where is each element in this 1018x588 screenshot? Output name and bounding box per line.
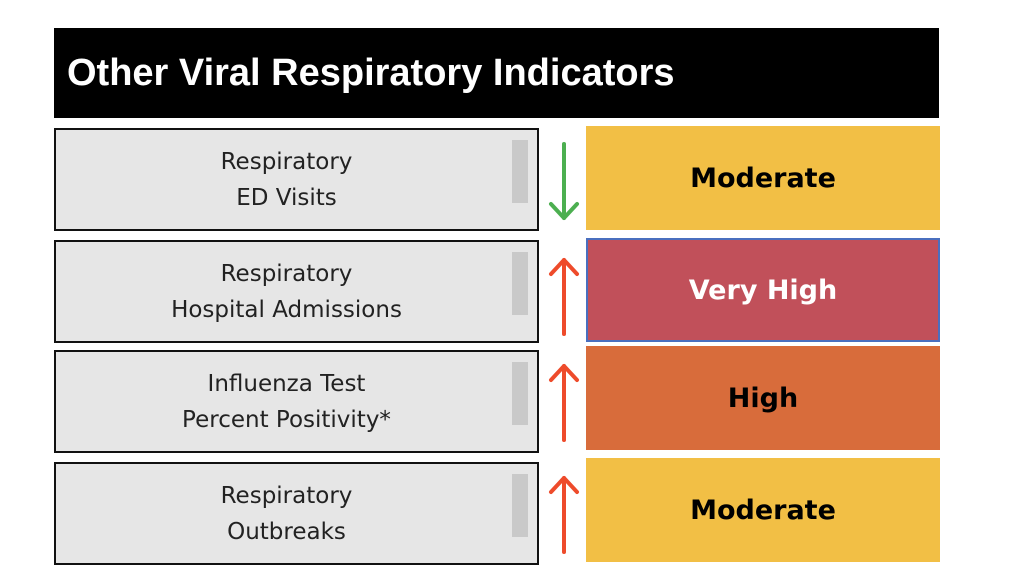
- indicator-label-outbreaks: Respiratory Outbreaks: [54, 462, 539, 565]
- page-title: Other Viral Respiratory Indicators: [54, 28, 939, 118]
- status-label: High: [727, 382, 799, 414]
- arrow-up-icon: [549, 258, 579, 336]
- scrollbar[interactable]: [512, 140, 528, 203]
- indicator-label-line2: ED Visits: [236, 184, 337, 211]
- scrollbar[interactable]: [512, 362, 528, 425]
- status-label: Moderate: [690, 494, 836, 526]
- indicator-label-ed-visits: Respiratory ED Visits: [54, 128, 539, 231]
- indicator-label-line2: Percent Positivity*: [182, 406, 391, 433]
- scrollbar[interactable]: [512, 252, 528, 315]
- indicator-label-line1: Influenza Test: [207, 370, 366, 397]
- indicator-label-line1: Respiratory: [220, 482, 353, 509]
- indicator-label-line1: Respiratory: [220, 148, 353, 175]
- arrow-up-icon: [549, 364, 579, 442]
- indicator-label-line1: Respiratory: [220, 260, 353, 287]
- indicator-label-line2: Outbreaks: [227, 518, 346, 545]
- status-badge: Very High: [586, 238, 940, 342]
- status-label: Very High: [688, 274, 838, 306]
- status-badge: Moderate: [586, 126, 940, 230]
- arrow-down-icon: [549, 142, 579, 220]
- scrollbar[interactable]: [512, 474, 528, 537]
- status-label: Moderate: [690, 162, 836, 194]
- status-badge: High: [586, 346, 940, 450]
- status-badge: Moderate: [586, 458, 940, 562]
- indicator-label-influenza-positivity: Influenza Test Percent Positivity*: [54, 350, 539, 453]
- indicator-label-line2: Hospital Admissions: [171, 296, 402, 323]
- indicator-label-hospital-admissions: Respiratory Hospital Admissions: [54, 240, 539, 343]
- arrow-up-icon: [549, 476, 579, 554]
